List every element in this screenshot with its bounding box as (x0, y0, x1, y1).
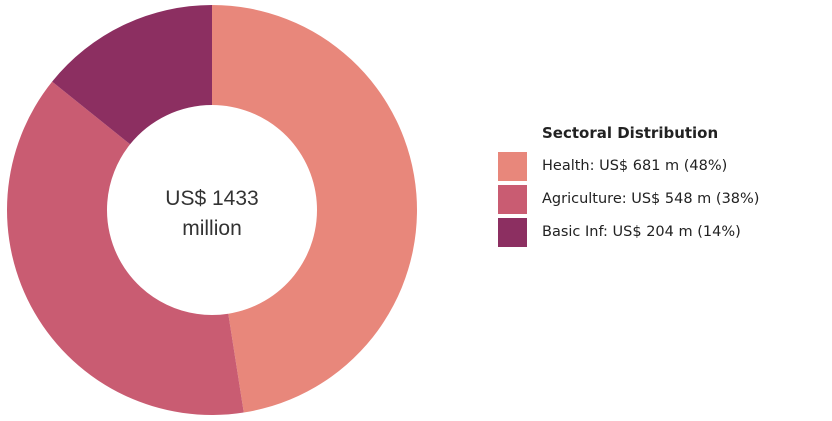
legend-label-health: Health: US$ 681 m (48%) (542, 158, 728, 175)
slice-basic-inf (52, 5, 212, 145)
legend-swatch-basic-inf (498, 218, 527, 247)
slice-agriculture (7, 81, 244, 415)
legend-item-basic-inf: Basic Inf: US$ 204 m (14%) (498, 216, 828, 249)
legend-item-agriculture: Agriculture: US$ 548 m (38%) (498, 183, 828, 216)
legend-swatch-health (498, 152, 527, 181)
slice-health (212, 5, 418, 413)
legend-label-basic-inf: Basic Inf: US$ 204 m (14%) (542, 224, 741, 241)
center-label-line-2: million (182, 217, 242, 240)
donut-slices (7, 5, 418, 415)
legend-swatch-agriculture (498, 185, 527, 214)
legend-title: Sectoral Distribution (542, 124, 719, 142)
legend-item-health: Health: US$ 681 m (48%) (498, 150, 828, 183)
legend-label-agriculture: Agriculture: US$ 548 m (38%) (542, 191, 760, 208)
center-label-line-1: US$ 1433 (165, 187, 258, 210)
legend: Sectoral Distribution Health: US$ 681 m … (498, 124, 828, 249)
